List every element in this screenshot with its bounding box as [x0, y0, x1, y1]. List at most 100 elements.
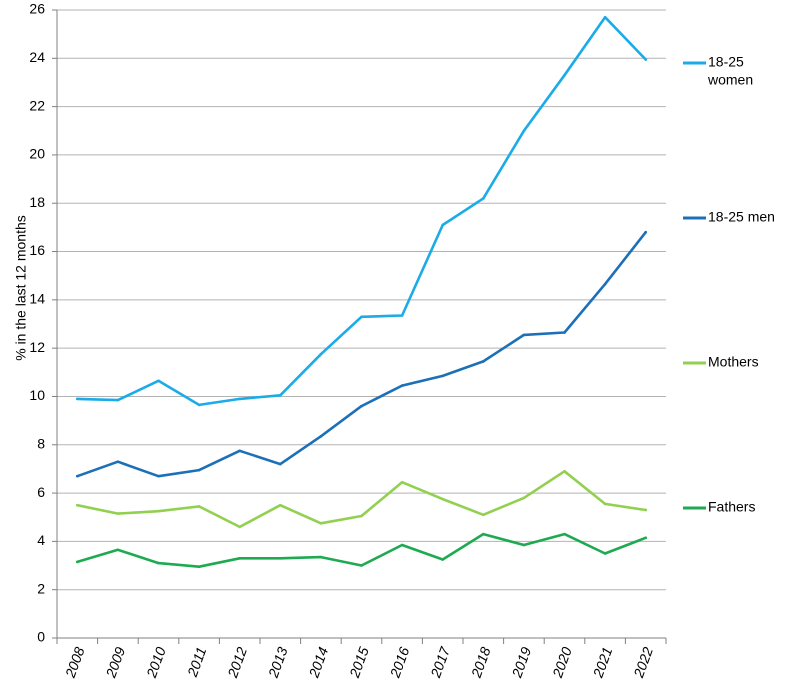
- data-point: [563, 331, 566, 334]
- data-point: [603, 502, 607, 506]
- data-point: [157, 379, 160, 383]
- data-point: [400, 480, 404, 484]
- data-point: [441, 558, 445, 561]
- y-tick-label: 12: [29, 339, 45, 355]
- data-point: [522, 129, 526, 133]
- data-point: [644, 536, 647, 540]
- data-point: [482, 513, 485, 517]
- data-point: [400, 543, 404, 547]
- x-tick-label: 2011: [184, 645, 210, 680]
- data-point: [238, 556, 241, 560]
- gridlines: [57, 9, 666, 591]
- legend: 18-25 women 18-25 men Mothers Fathers: [683, 54, 775, 515]
- series-line-18-25-men: [76, 230, 648, 478]
- x-tick-label: 2008: [62, 645, 88, 681]
- data-point: [76, 474, 79, 478]
- data-point: [482, 197, 485, 200]
- data-point: [360, 564, 363, 567]
- data-point: [197, 505, 201, 508]
- data-point: [400, 384, 404, 387]
- y-tick-label: 24: [29, 49, 45, 65]
- x-tick-label: 2012: [224, 645, 250, 681]
- y-tick-label: 2: [37, 580, 45, 596]
- data-point: [279, 462, 282, 466]
- data-point: [238, 449, 241, 453]
- x-tick-label: 2021: [589, 645, 615, 681]
- data-point: [482, 532, 485, 536]
- legend-label: Mothers: [708, 354, 759, 370]
- data-point: [563, 470, 566, 473]
- legend-entry: Fathers: [683, 499, 755, 515]
- data-point: [644, 58, 647, 61]
- data-point: [279, 503, 282, 507]
- data-point: [157, 474, 160, 478]
- legend-entry: 18-25 men: [683, 209, 775, 225]
- data-point: [400, 314, 404, 317]
- data-point: [522, 496, 526, 500]
- x-tick-label: 2022: [630, 645, 656, 681]
- data-point: [644, 230, 647, 234]
- y-tick-label: 6: [37, 484, 45, 500]
- data-point: [116, 460, 120, 463]
- series-line-fathers: [76, 532, 648, 569]
- data-point: [360, 514, 363, 518]
- data-point: [238, 397, 241, 401]
- data-point: [644, 508, 647, 512]
- data-point: [76, 560, 79, 564]
- legend-label: 18-25: [708, 54, 744, 70]
- x-tick-label: 2018: [468, 645, 494, 681]
- axes: [52, 9, 667, 644]
- data-point: [116, 398, 120, 402]
- y-tick-label: 20: [29, 146, 45, 162]
- x-tick-labels: 2008 2009 2010 2011 2012 2013 2014 2015 2016 2017…: [62, 644, 657, 681]
- data-point: [360, 315, 363, 319]
- data-point: [563, 532, 566, 536]
- data-point: [319, 521, 323, 525]
- series-lines: [76, 15, 648, 569]
- x-tick-label: 2020: [549, 645, 575, 681]
- legend-label: women: [707, 72, 753, 88]
- data-point: [603, 282, 607, 286]
- x-tick-label: 2009: [102, 645, 128, 681]
- x-tick-label: 2017: [427, 644, 453, 681]
- data-point: [522, 333, 526, 337]
- data-point: [522, 543, 526, 547]
- y-tick-label: 18: [29, 194, 45, 210]
- series-line-18-25-women: [76, 15, 648, 407]
- data-point: [279, 556, 282, 560]
- series-line-mothers: [76, 469, 648, 529]
- y-tick-label: 10: [29, 387, 45, 403]
- legend-label: Fathers: [708, 499, 755, 515]
- y-tick-label: 22: [29, 97, 45, 113]
- data-point: [563, 73, 566, 77]
- data-point: [116, 548, 120, 552]
- data-point: [360, 404, 363, 408]
- x-tick-label: 2014: [305, 645, 331, 681]
- y-tick-label: 0: [37, 629, 45, 645]
- y-tick-label: 8: [37, 435, 45, 451]
- data-point: [319, 555, 323, 559]
- legend-entry: Mothers: [683, 354, 759, 370]
- data-point: [197, 403, 201, 407]
- data-point: [441, 374, 445, 378]
- data-point: [197, 565, 201, 569]
- y-tick-label: 14: [29, 291, 45, 307]
- data-point: [441, 497, 445, 501]
- data-point: [441, 223, 445, 227]
- data-point: [238, 525, 241, 529]
- y-tick-label: 16: [29, 242, 45, 258]
- data-point: [279, 393, 282, 397]
- data-point: [197, 468, 201, 472]
- y-tick-label: 4: [37, 532, 45, 548]
- data-point: [157, 561, 160, 565]
- data-point: [319, 435, 323, 438]
- x-tick-label: 2010: [143, 645, 169, 681]
- data-point: [482, 360, 485, 363]
- data-point: [319, 352, 323, 356]
- data-point: [157, 509, 160, 513]
- data-point: [603, 552, 607, 555]
- x-tick-label: 2013: [265, 645, 291, 681]
